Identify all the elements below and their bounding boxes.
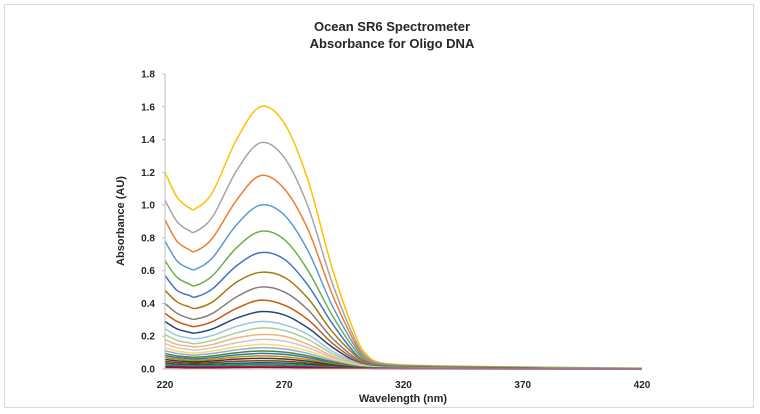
y-axis-ticks: 0.0 0.2 0.4 0.6 0.8 1.0 1.2 1.4 1.6 1.8 [141, 70, 165, 376]
y-tick-label: 0.0 [141, 365, 155, 376]
x-axis-title: Wavelength (nm) [359, 393, 448, 405]
series-line-1 [164, 105, 643, 369]
plot-lines [164, 105, 643, 370]
x-tick-label: 320 [395, 380, 412, 391]
series-line-10 [164, 310, 643, 370]
y-tick-label: 1.6 [141, 102, 155, 113]
x-tick-label: 270 [276, 380, 293, 391]
series-line-5 [164, 230, 643, 370]
chart-frame [4, 4, 754, 408]
y-tick-label: 1.0 [141, 201, 155, 212]
series-line-9 [164, 299, 643, 370]
series-line-7 [164, 271, 643, 370]
y-tick-label: 0.6 [141, 266, 155, 277]
chart-subtitle: Absorbance for Oligo DNA [310, 36, 475, 51]
y-tick-label: 1.8 [141, 70, 155, 81]
x-axis-ticks: 220 270 320 370 420 [157, 380, 651, 391]
y-tick-label: 0.8 [141, 233, 155, 244]
chart-title: Ocean SR6 Spectrometer [314, 19, 470, 34]
series-line-4 [164, 203, 643, 370]
x-tick-label: 420 [634, 380, 651, 391]
x-tick-label: 220 [157, 380, 174, 391]
y-axis-title: Absorbance (AU) [115, 176, 127, 266]
y-tick-label: 1.4 [141, 135, 155, 146]
x-tick-label: 370 [514, 380, 531, 391]
y-tick-label: 1.2 [141, 168, 155, 179]
series-line-6 [164, 251, 643, 370]
series-line-2 [164, 141, 643, 369]
series-line-3 [164, 174, 643, 370]
y-tick-label: 0.2 [141, 332, 155, 343]
y-tick-label: 0.4 [141, 299, 155, 310]
